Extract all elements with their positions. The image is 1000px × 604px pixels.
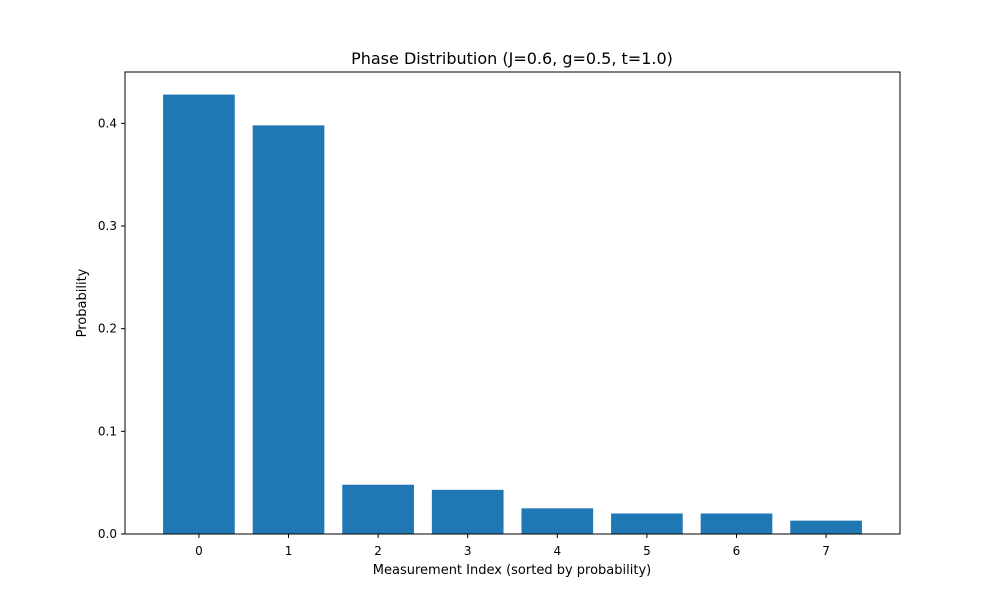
x-tick-label: 3 (464, 544, 472, 558)
x-tick-label: 6 (733, 544, 741, 558)
x-axis-label: Measurement Index (sorted by probability… (373, 563, 651, 578)
x-tick-label: 0 (195, 544, 203, 558)
x-axis-ticks: 0 1 2 3 4 5 6 7 (195, 534, 830, 558)
x-tick-label: 5 (643, 544, 651, 558)
x-tick-label: 1 (285, 544, 293, 558)
bar-0 (163, 94, 235, 534)
bar-3 (431, 489, 504, 534)
y-axis-label: Probability (75, 268, 90, 337)
bar-6 (700, 513, 773, 534)
bars-layer (163, 94, 862, 534)
plot-frame (124, 71, 901, 535)
bar-1 (252, 125, 325, 534)
y-tick-label: 0.1 (98, 424, 117, 438)
x-tick-label: 7 (822, 544, 830, 558)
x-tick-label: 4 (553, 544, 561, 558)
x-tick-label: 2 (374, 544, 382, 558)
y-tick-label: 0.3 (98, 219, 117, 233)
y-tick-label: 0.4 (98, 116, 117, 130)
chart-title: Phase Distribution (J=0.6, g=0.5, t=1.0) (351, 49, 673, 68)
y-tick-label: 0.0 (98, 527, 117, 541)
bar-4 (521, 508, 594, 534)
y-tick-label: 0.2 (98, 322, 117, 336)
bar-5 (611, 513, 683, 534)
bar-2 (342, 484, 414, 534)
y-axis-ticks: 0.0 0.1 0.2 0.3 0.4 (98, 116, 125, 541)
bar-7 (790, 520, 862, 534)
